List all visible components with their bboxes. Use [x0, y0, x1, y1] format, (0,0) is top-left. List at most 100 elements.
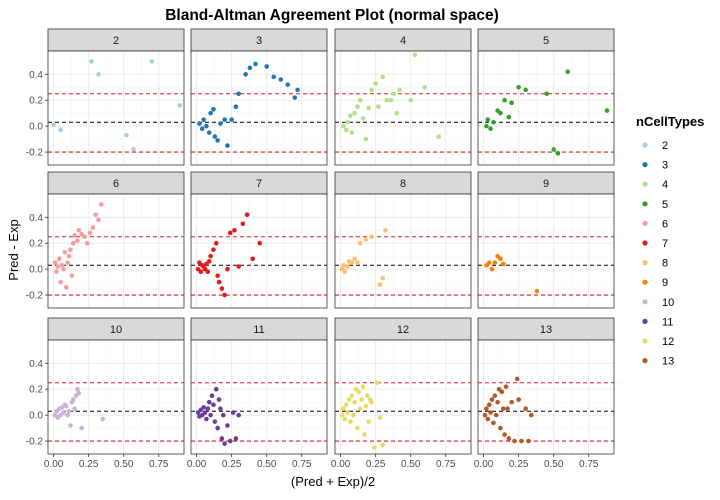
data-point	[380, 74, 385, 80]
data-point	[502, 432, 507, 437]
data-point	[230, 410, 236, 415]
data-point	[363, 136, 369, 142]
data-point	[492, 260, 498, 265]
data-point	[227, 230, 233, 236]
facet-panel-8: 8	[334, 171, 472, 309]
data-point	[76, 227, 82, 233]
data-point	[211, 247, 216, 253]
legend-key	[642, 318, 648, 324]
facet-strip-label: 4	[400, 35, 406, 47]
data-point	[204, 123, 209, 129]
data-point	[360, 116, 366, 121]
facet-panels: 2 -0.2 0.0 0.2 0.4 3 4 5 6 -0.2 0.0 0.2 0.4 7 8 9 10 -0.2…	[26, 28, 615, 470]
legend-label: 13	[662, 356, 674, 368]
data-point	[56, 256, 62, 262]
panel-background	[48, 340, 184, 454]
x-tick-label: 0.00	[474, 459, 494, 470]
data-point	[72, 406, 77, 411]
panel-border	[47, 193, 185, 309]
data-point	[498, 110, 503, 116]
data-point	[346, 397, 352, 402]
data-point	[89, 59, 94, 64]
data-point	[58, 279, 63, 285]
facet-panel-11: 11 0.00 0.25 0.50 0.75	[187, 317, 328, 470]
data-point	[516, 397, 521, 402]
legend-label: 2	[662, 140, 668, 152]
data-point	[388, 97, 394, 103]
facet-panel-9: 9	[477, 171, 615, 309]
data-point	[489, 397, 495, 402]
data-point	[357, 97, 363, 103]
data-point	[295, 87, 300, 93]
legend-items: 2 3 4 5 6 7 8 9 10 11 12 13	[642, 140, 674, 368]
legend-key	[642, 181, 648, 187]
facet-panel-3: 3	[190, 28, 328, 166]
data-point	[493, 412, 499, 418]
legend-key	[642, 279, 648, 285]
x-tick-label: 0.25	[509, 459, 529, 470]
data-point	[229, 117, 234, 122]
y-tick-label: 0.0	[29, 122, 43, 133]
data-point	[486, 260, 492, 265]
legend-key	[642, 162, 648, 168]
facet-strip-label: 5	[543, 35, 549, 47]
data-point	[345, 264, 350, 269]
data-point	[204, 416, 209, 422]
legend-label: 12	[662, 336, 674, 348]
data-point	[208, 110, 213, 116]
data-point	[355, 260, 360, 265]
facet-panel-12: 12 0.00 0.25 0.50 0.75	[331, 317, 472, 470]
data-point	[285, 82, 291, 87]
data-point	[149, 59, 155, 64]
data-point	[357, 406, 363, 411]
legend-item-8: 8	[642, 258, 668, 270]
data-point	[225, 266, 230, 272]
data-point	[222, 117, 227, 122]
data-point	[250, 256, 255, 262]
data-point	[498, 425, 503, 431]
data-point	[211, 402, 216, 408]
data-point	[356, 389, 362, 395]
panel-border	[477, 50, 615, 166]
data-point	[76, 390, 82, 396]
y-tick-label: -0.2	[26, 291, 44, 302]
data-point	[482, 412, 488, 418]
data-point	[215, 138, 220, 143]
data-point	[502, 97, 507, 103]
data-point	[341, 262, 346, 268]
legend-item-6: 6	[642, 218, 668, 230]
data-point	[505, 406, 510, 411]
data-point	[383, 227, 388, 233]
data-point	[384, 97, 390, 103]
data-point	[528, 412, 534, 418]
panel-border	[334, 193, 472, 309]
legend-item-10: 10	[642, 297, 674, 309]
data-point	[212, 134, 218, 139]
data-point	[227, 438, 233, 444]
data-point	[523, 406, 528, 411]
facet-panel-2: 2 -0.2 0.0 0.2 0.4	[26, 28, 185, 166]
data-point	[555, 151, 561, 156]
data-point	[198, 269, 204, 275]
data-point	[199, 126, 205, 132]
legend: nCellTypes 2 3 4 5 6 7 8 9 10 11 12 13	[636, 114, 704, 368]
data-point	[371, 445, 377, 450]
x-tick-label: 0.50	[257, 459, 277, 470]
facet-strip-label: 13	[540, 324, 552, 336]
legend-key	[642, 260, 648, 266]
facet-panel-5: 5	[477, 28, 615, 166]
data-point	[503, 384, 509, 389]
panel-border	[334, 50, 472, 166]
data-point	[514, 376, 520, 382]
data-point	[355, 104, 360, 110]
data-point	[491, 119, 496, 125]
y-axis-label: Pred - Exp	[6, 219, 21, 280]
data-point	[355, 425, 360, 431]
data-point	[498, 256, 503, 262]
data-point	[352, 399, 357, 405]
data-point	[485, 416, 491, 422]
y-tick-label: 0.0	[29, 411, 43, 422]
legend-item-4: 4	[642, 179, 668, 191]
data-point	[63, 403, 69, 409]
facet-panel-10: 10 -0.2 0.0 0.2 0.4 0.00 0.25 0.50 0.75	[26, 317, 185, 470]
